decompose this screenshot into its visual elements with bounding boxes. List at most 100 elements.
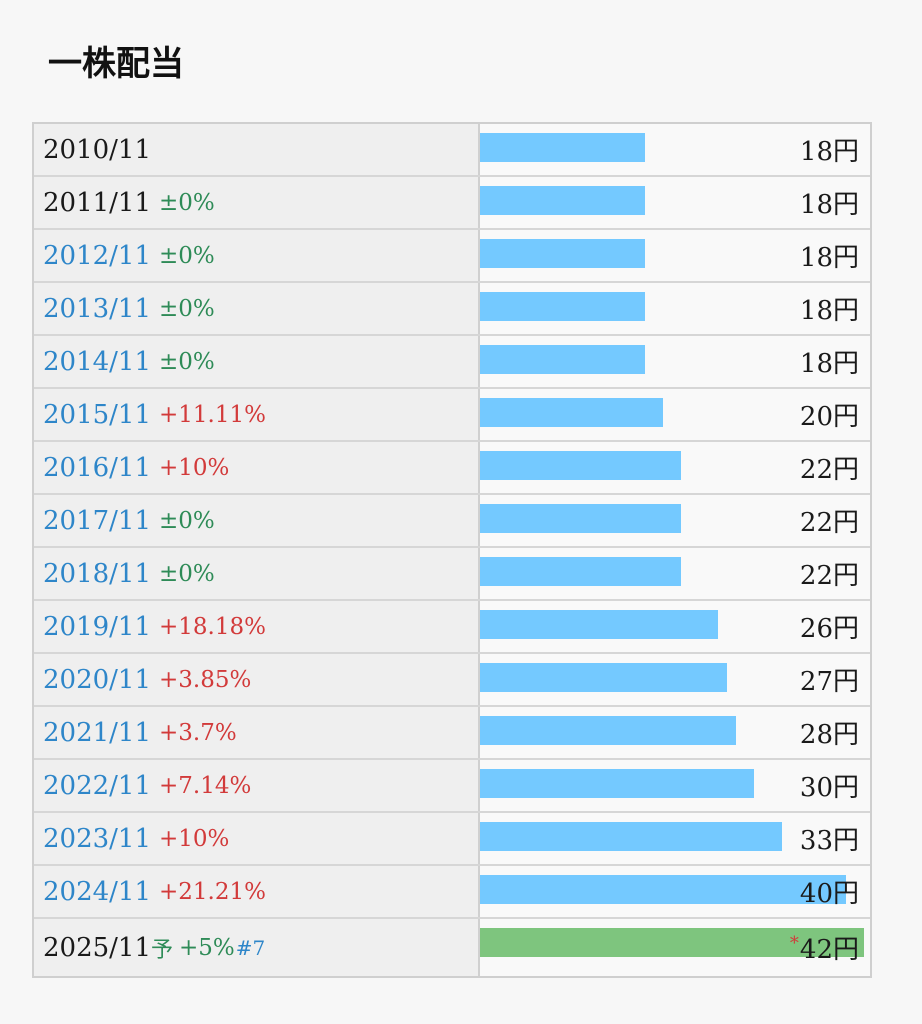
dividend-amount: 18円 — [799, 243, 859, 273]
dividend-amount: 33円 — [799, 826, 859, 856]
year-cell: 2010/11 — [34, 124, 480, 175]
bar-cell: 18円 — [480, 177, 870, 228]
dividend-bar — [480, 610, 718, 639]
change-rate: +3.85% — [159, 666, 252, 693]
year-link[interactable]: 2020/11 — [43, 664, 152, 695]
year-link[interactable]: 2019/11 — [43, 611, 152, 642]
dividend-bar — [480, 239, 645, 268]
year-cell: 2015/11 +11.11% — [34, 389, 480, 440]
year-label: 2010/11 — [43, 134, 152, 165]
dividend-amount: 22円 — [799, 561, 859, 591]
dividend-amount: 30円 — [799, 773, 859, 803]
dividend-bar — [480, 186, 645, 215]
year-cell: 2014/11 ±0% — [34, 336, 480, 387]
dividend-bar — [480, 769, 754, 798]
bar-cell: 20円 — [480, 389, 870, 440]
year-cell: 2020/11 +3.85% — [34, 654, 480, 705]
year-label: 2025/11 — [43, 932, 152, 963]
change-rate: ±0% — [159, 560, 215, 587]
dividend-bar — [480, 451, 681, 480]
year-link[interactable]: 2016/11 — [43, 452, 152, 483]
change-rate: +21.21% — [159, 878, 266, 905]
year-link[interactable]: 2012/11 — [43, 240, 152, 271]
year-cell: 2025/11 予 +5% #7 — [34, 919, 480, 976]
year-link[interactable]: 2024/11 — [43, 876, 152, 907]
bar-cell: 18円 — [480, 336, 870, 387]
dividend-amount: 28円 — [799, 720, 859, 750]
dividend-amount: 18円 — [799, 349, 859, 379]
table-row: 2022/11 +7.14% 30円 — [34, 760, 870, 813]
year-link[interactable]: 2022/11 — [43, 770, 152, 801]
table-row: 2023/11 +10% 33円 — [34, 813, 870, 866]
change-rate: +10% — [159, 454, 230, 481]
year-cell: 2022/11 +7.14% — [34, 760, 480, 811]
year-cell: 2013/11 ±0% — [34, 283, 480, 334]
year-label: 2011/11 — [43, 187, 152, 218]
year-cell: 2024/11 +21.21% — [34, 866, 480, 917]
year-link[interactable]: 2013/11 — [43, 293, 152, 324]
dividend-amount: 18円 — [799, 296, 859, 326]
change-rate: +18.18% — [159, 613, 266, 640]
bar-cell: 30円 — [480, 760, 870, 811]
dividend-amount: 27円 — [799, 667, 859, 697]
bar-cell: 40円 — [480, 866, 870, 917]
dividend-bar — [480, 292, 645, 321]
table-row: 2014/11 ±0% 18円 — [34, 336, 870, 389]
table-row: 2020/11 +3.85% 27円 — [34, 654, 870, 707]
dividend-bar — [480, 504, 681, 533]
change-rate: +5% — [179, 934, 235, 961]
change-rate: ±0% — [159, 507, 215, 534]
table-row: 2017/11 ±0% 22円 — [34, 495, 870, 548]
dividend-bar — [480, 716, 736, 745]
bar-cell: 33円 — [480, 813, 870, 864]
year-cell: 2018/11 ±0% — [34, 548, 480, 599]
bar-cell: 18円 — [480, 124, 870, 175]
dividend-amount: 18円 — [799, 137, 859, 167]
dividend-bar — [480, 345, 645, 374]
year-link[interactable]: 2015/11 — [43, 399, 152, 430]
year-cell: 2011/11 ±0% — [34, 177, 480, 228]
dividend-bar — [480, 822, 782, 851]
dividend-amount: 20円 — [799, 402, 859, 432]
year-link[interactable]: 2014/11 — [43, 346, 152, 377]
forecast-marker: 予 — [151, 937, 174, 963]
table-row: 2021/11 +3.7% 28円 — [34, 707, 870, 760]
change-rate: +7.14% — [159, 772, 252, 799]
year-cell: 2016/11 +10% — [34, 442, 480, 493]
year-link[interactable]: 2021/11 — [43, 717, 152, 748]
table-row: 2019/11 +18.18% 26円 — [34, 601, 870, 654]
year-cell: 2019/11 +18.18% — [34, 601, 480, 652]
dividend-table: 2010/11 18円 2011/11 ±0% 18円 2012/11 ±0% 18円 2013… — [32, 122, 872, 978]
forecast-amount: 42円 — [799, 935, 859, 965]
change-rate: ±0% — [159, 189, 215, 216]
change-rate: +11.11% — [159, 401, 266, 428]
dividend-amount: * 42円 — [790, 919, 859, 976]
dividend-bar — [480, 875, 846, 904]
table-row: 2013/11 ±0% 18円 — [34, 283, 870, 336]
year-link[interactable]: 2017/11 — [43, 505, 152, 536]
footnote-link[interactable]: #7 — [235, 935, 266, 960]
bar-cell: * 42円 — [480, 919, 870, 976]
change-rate: ±0% — [159, 242, 215, 269]
table-row: 2018/11 ±0% 22円 — [34, 548, 870, 601]
dividend-amount: 22円 — [799, 455, 859, 485]
year-link[interactable]: 2018/11 — [43, 558, 152, 589]
change-rate: +10% — [159, 825, 230, 852]
dividend-bar — [480, 663, 727, 692]
change-rate: ±0% — [159, 348, 215, 375]
forecast-row: 2025/11 予 +5% #7 * 42円 — [34, 919, 870, 976]
dividend-amount: 18円 — [799, 190, 859, 220]
bar-cell: 26円 — [480, 601, 870, 652]
change-rate: ±0% — [159, 295, 215, 322]
dividend-bar — [480, 398, 663, 427]
dividend-amount: 26円 — [799, 614, 859, 644]
year-cell: 2021/11 +3.7% — [34, 707, 480, 758]
dividend-amount: 40円 — [799, 879, 859, 909]
bar-cell: 28円 — [480, 707, 870, 758]
bar-cell: 22円 — [480, 495, 870, 546]
year-link[interactable]: 2023/11 — [43, 823, 152, 854]
dividend-bar — [480, 133, 645, 162]
bar-cell: 22円 — [480, 442, 870, 493]
estimate-asterisk: * — [789, 933, 799, 954]
table-row: 2010/11 18円 — [34, 124, 870, 177]
